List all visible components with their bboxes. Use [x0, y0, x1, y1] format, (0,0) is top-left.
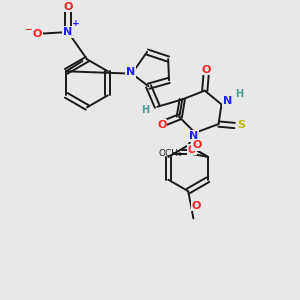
Text: −: − [24, 25, 32, 34]
Text: H: H [236, 89, 244, 99]
Text: O: O [157, 120, 166, 130]
Text: O: O [192, 140, 201, 150]
Text: O: O [63, 2, 73, 12]
Text: N: N [126, 67, 135, 77]
Text: OCH₃: OCH₃ [158, 149, 182, 158]
Text: S: S [237, 121, 245, 130]
Text: O: O [192, 201, 201, 211]
Text: N: N [223, 96, 232, 106]
Text: O: O [202, 64, 211, 75]
Text: N: N [63, 27, 73, 37]
Text: N: N [189, 131, 198, 141]
Text: O: O [32, 28, 42, 38]
Text: O: O [188, 145, 196, 154]
Text: H: H [141, 105, 149, 115]
Text: +: + [72, 20, 80, 28]
